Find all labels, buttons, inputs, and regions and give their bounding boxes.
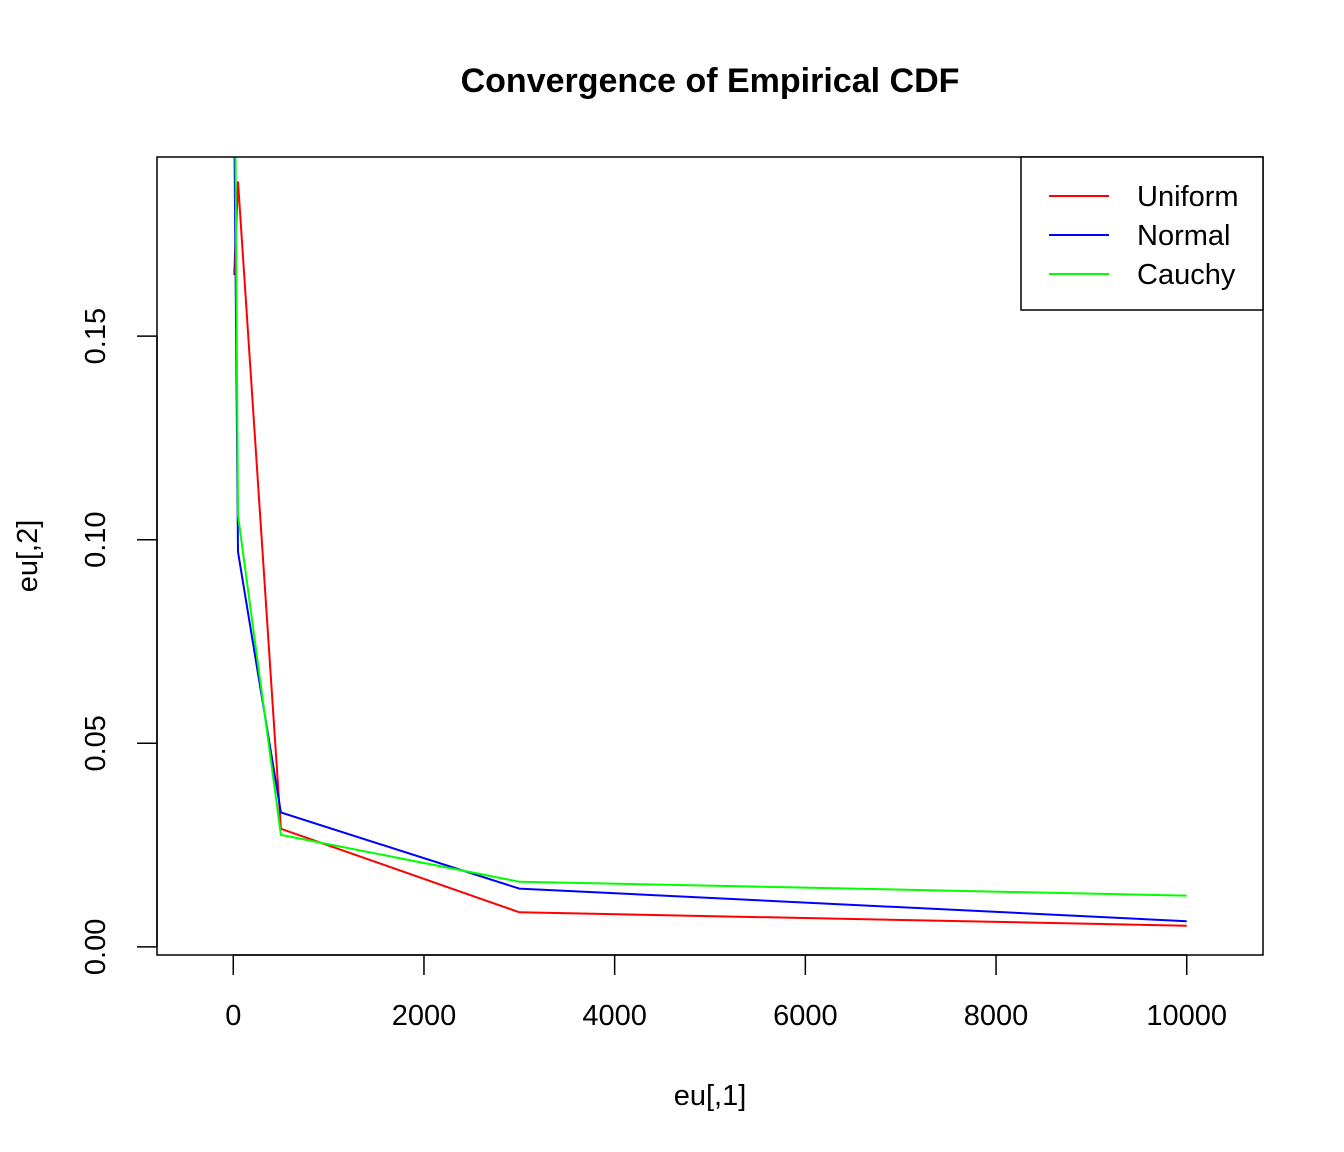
x-axis-label: eu[,1] [674,1080,747,1112]
x-tick-label: 6000 [773,1000,838,1032]
y-axis-label: eu[,2] [12,520,44,593]
legend-label-normal: Normal [1137,220,1230,252]
y-axis: 0.00 0.05 0.10 0.15 [80,308,158,975]
x-tick-label: 0 [225,1000,241,1032]
legend-label-cauchy: Cauchy [1137,259,1236,291]
y-tick-label: 0.15 [80,308,112,364]
series-line-cauchy [234,157,1187,897]
legend-box [1020,156,1264,311]
x-axis: 0 2000 4000 6000 8000 10000 [225,954,1227,1032]
y-tick-label: 0.00 [80,919,112,975]
x-tick-label: 10000 [1146,1000,1227,1032]
y-tick-label: 0.05 [80,715,112,771]
chart-title: Convergence of Empirical CDF [461,62,960,100]
x-tick-label: 8000 [964,1000,1029,1032]
legend: Uniform Normal Cauchy [1020,156,1264,311]
y-tick-label: 0.10 [80,511,112,567]
legend-label-uniform: Uniform [1137,181,1239,213]
series-layer [233,157,1187,927]
x-tick-label: 2000 [392,1000,457,1032]
x-tick-label: 4000 [582,1000,647,1032]
